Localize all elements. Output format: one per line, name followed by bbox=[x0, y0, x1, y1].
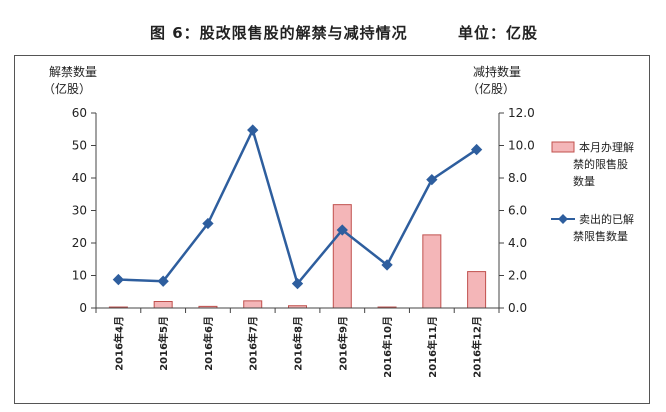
legend-bar-label-line2: 禁的限售股 bbox=[573, 157, 628, 171]
right-tick-label: 0.0 bbox=[508, 301, 527, 315]
right-tick-label: 2.0 bbox=[508, 269, 527, 283]
line-point bbox=[381, 259, 393, 271]
x-tick-label: 2016年12月 bbox=[471, 316, 484, 378]
bar bbox=[422, 234, 442, 309]
legend-bar-label-line1: 本月办理解 bbox=[579, 140, 634, 154]
right-axis-title-line1: 减持数量 bbox=[473, 64, 521, 79]
x-tick-label: 2016年10月 bbox=[381, 316, 394, 378]
left-axis-title-line1: 解禁数量 bbox=[49, 64, 97, 79]
line-point bbox=[202, 217, 214, 230]
right-tick-label: 12.0 bbox=[508, 106, 535, 120]
bar bbox=[332, 204, 352, 309]
legend: 本月办理解 禁的限售股 数量 卖出的已解 禁限售数量 bbox=[551, 140, 634, 243]
left-tick-label: 10 bbox=[72, 269, 87, 283]
left-tick-label: 50 bbox=[72, 139, 87, 153]
x-tick-label: 2016年8月 bbox=[292, 316, 305, 371]
bar bbox=[467, 271, 487, 309]
bar bbox=[243, 300, 263, 309]
right-tick-label: 8.0 bbox=[508, 171, 527, 185]
x-tick-label: 2016年7月 bbox=[247, 316, 260, 371]
left-tick-label: 20 bbox=[72, 236, 87, 250]
chart: 解禁数量 （亿股） 减持数量 （亿股） 0 10 20 30 40 50 60 0.0 2.0 4… bbox=[43, 64, 634, 378]
legend-line-marker bbox=[558, 214, 568, 224]
left-tick-label: 30 bbox=[72, 204, 87, 218]
x-tick-label: 2016年11月 bbox=[426, 316, 439, 378]
x-tick-label: 2016年4月 bbox=[112, 316, 125, 371]
line-point bbox=[291, 277, 304, 290]
chart-frame: 解禁数量 （亿股） 减持数量 （亿股） 0 10 20 30 40 50 60 0.0 2.0 4… bbox=[14, 55, 650, 404]
right-axis-title-line2: （亿股） bbox=[467, 81, 515, 96]
x-tick-label: 2016年5月 bbox=[157, 316, 170, 371]
x-tick-label: 2016年6月 bbox=[202, 316, 215, 371]
bar bbox=[153, 301, 173, 309]
legend-line-label-line2: 禁限售数量 bbox=[573, 229, 628, 243]
line-point bbox=[247, 124, 259, 136]
title-row: 图 6：股改限售股的解禁与减持情况 单位：亿股 bbox=[0, 22, 666, 46]
chart-title: 图 6：股改限售股的解禁与减持情况 bbox=[150, 24, 408, 42]
left-tick-label: 0 bbox=[79, 301, 87, 315]
x-tick-label: 2016年9月 bbox=[336, 316, 349, 371]
left-axis-title-line2: （亿股） bbox=[43, 81, 91, 96]
right-tick-label: 10.0 bbox=[508, 139, 535, 153]
legend-bar-label-line3: 数量 bbox=[573, 175, 595, 188]
plot-area: 0 10 20 30 40 50 60 0.0 2.0 4.0 6.0 8.0 10.0 12.0 2016… bbox=[72, 106, 535, 378]
unit-label: 单位：亿股 bbox=[458, 24, 539, 42]
left-tick-label: 40 bbox=[72, 171, 87, 185]
right-tick-label: 4.0 bbox=[508, 236, 527, 250]
legend-bar-swatch bbox=[551, 141, 575, 153]
left-tick-label: 60 bbox=[72, 106, 87, 120]
line-point bbox=[336, 224, 348, 236]
legend-line-label-line1: 卖出的已解 bbox=[579, 212, 634, 226]
right-tick-label: 6.0 bbox=[508, 204, 527, 218]
line-point bbox=[112, 273, 125, 286]
line-point bbox=[157, 275, 169, 287]
